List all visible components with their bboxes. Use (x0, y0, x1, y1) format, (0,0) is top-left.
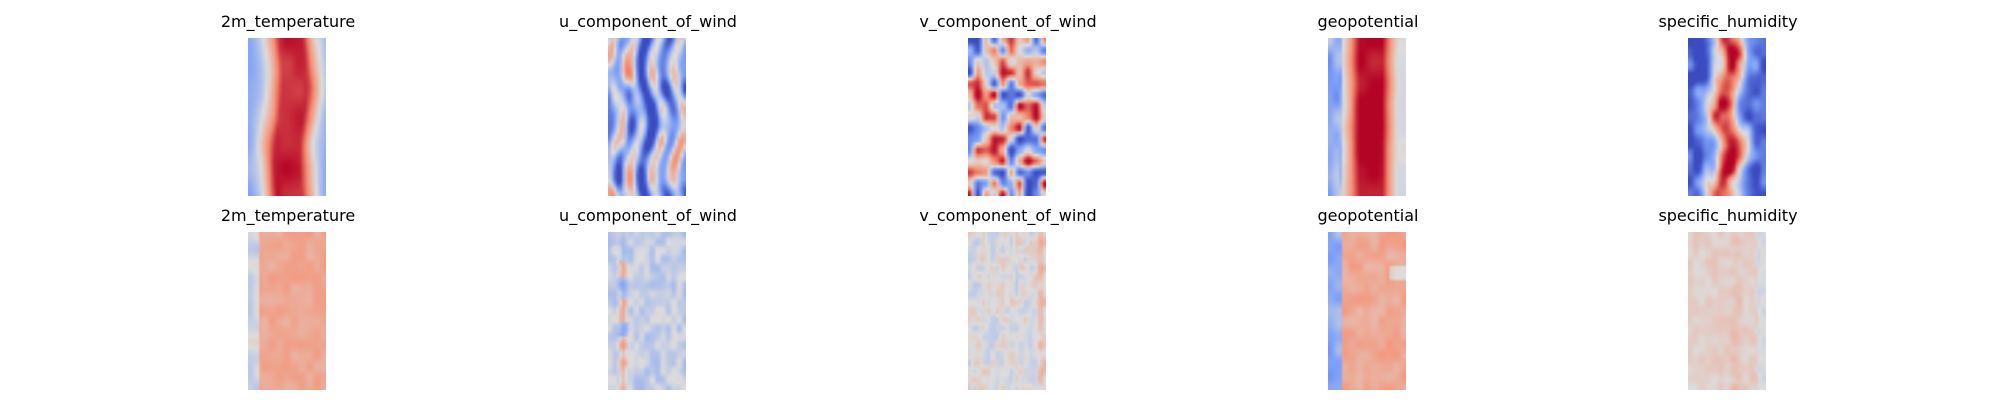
panel-title-r1-c2: u_component_of_wind (559, 12, 737, 31)
panel-title-r2-c5: specific_humidity (1658, 206, 1798, 225)
panel-title-r2-c1: 2m_temperature (220, 206, 356, 225)
heatmap-r2-c2 (608, 232, 686, 390)
heatmap-r1-c3 (968, 38, 1046, 196)
heatmap-r2-c1 (248, 232, 326, 390)
heatmap-r1-c2 (608, 38, 686, 196)
panel-title-r1-c4: geopotential (1317, 12, 1419, 31)
heatmap-r2-c5 (1688, 232, 1766, 390)
heatmap-r1-c4 (1328, 38, 1406, 196)
panel-title-r1-c1: 2m_temperature (220, 12, 356, 31)
heatmap-r1-c1 (248, 38, 326, 196)
heatmap-r1-c5 (1688, 38, 1766, 196)
panel-title-r2-c4: geopotential (1317, 206, 1419, 225)
heatmap-r2-c3 (968, 232, 1046, 390)
panel-title-r1-c5: specific_humidity (1658, 12, 1798, 31)
panel-title-r2-c3: v_component_of_wind (919, 206, 1097, 225)
heatmap-r2-c4 (1328, 232, 1406, 390)
panel-title-r1-c3: v_component_of_wind (919, 12, 1097, 31)
panel-title-r2-c2: u_component_of_wind (559, 206, 737, 225)
